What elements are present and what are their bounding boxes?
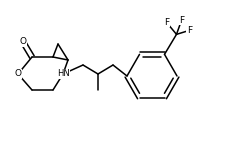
- Text: O: O: [14, 69, 21, 78]
- Text: F: F: [179, 16, 184, 25]
- Text: F: F: [164, 18, 169, 27]
- Text: HN: HN: [57, 69, 69, 78]
- Text: F: F: [187, 26, 192, 35]
- Text: O: O: [20, 38, 26, 47]
